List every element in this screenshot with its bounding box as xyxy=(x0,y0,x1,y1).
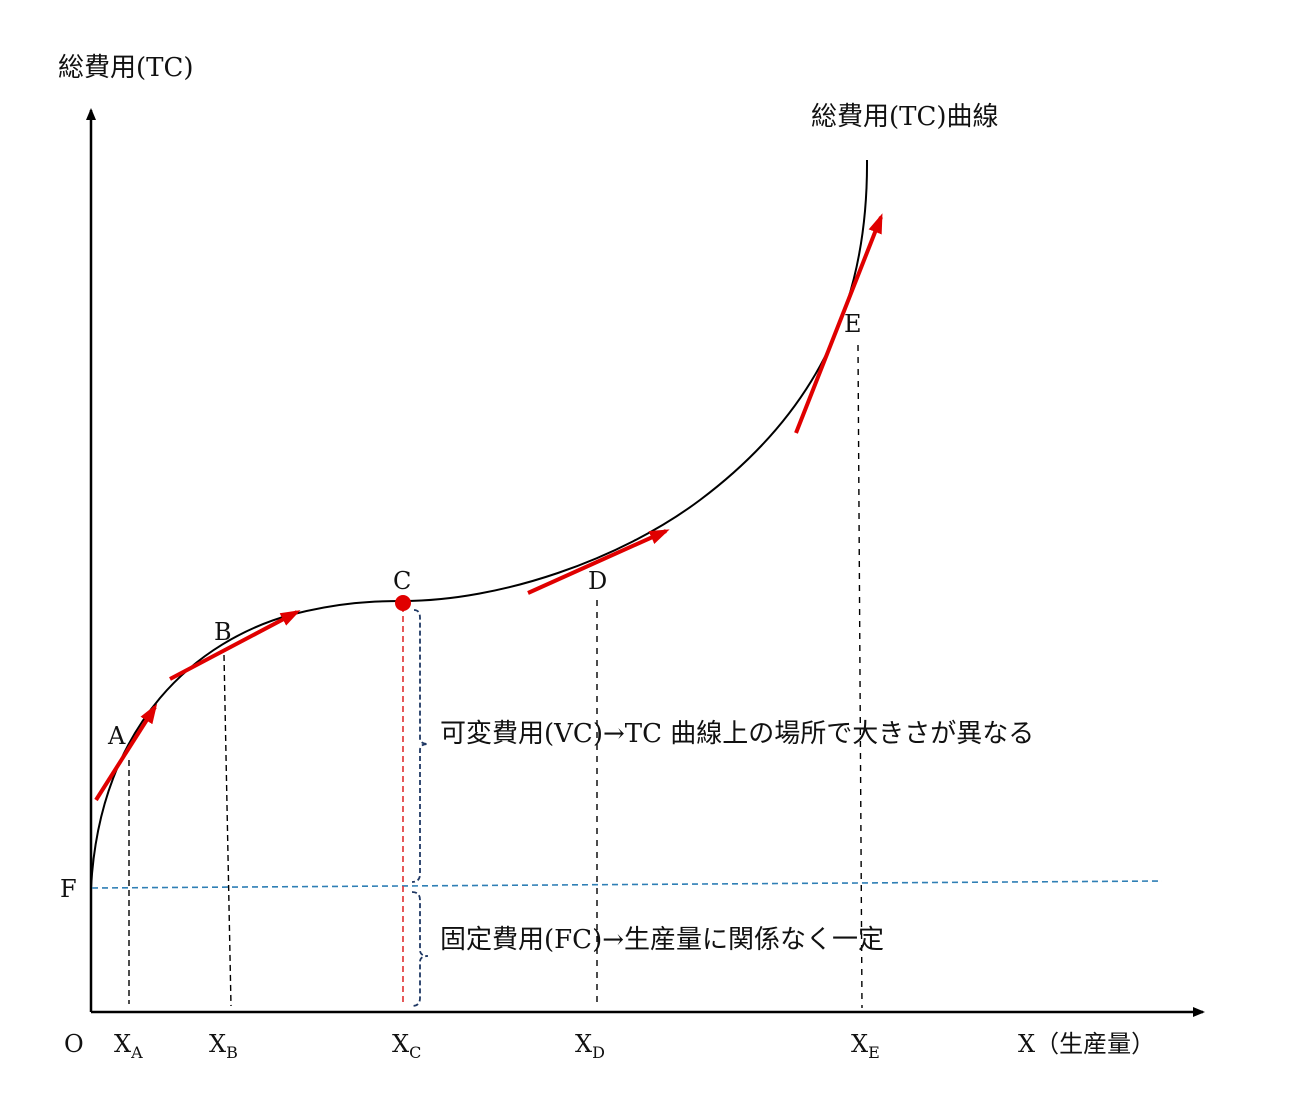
point-label-b: B xyxy=(214,618,232,646)
tangent-arrow-d xyxy=(527,529,670,595)
fixed-cost-line xyxy=(91,880,1163,889)
x-axis-label: X（生産量） xyxy=(1018,1030,1155,1058)
point-label-a: A xyxy=(107,722,126,750)
curve-label: 総費用(TC)曲線 xyxy=(811,102,999,132)
guide-line-b xyxy=(223,654,232,1007)
tangent-arrow-b xyxy=(169,610,301,681)
tick-label-xb: XB xyxy=(209,1030,238,1062)
fixed-cost-level-label: F xyxy=(60,875,77,903)
tick-label-xa: XA xyxy=(114,1030,143,1062)
origin-label: O xyxy=(64,1030,84,1058)
y-axis-label: 総費用(TC) xyxy=(58,53,194,83)
tick-label-xd: XD xyxy=(575,1030,605,1062)
fc-brace xyxy=(411,891,429,1007)
tangent-arrow-e xyxy=(794,213,883,434)
tc-curve xyxy=(90,159,869,889)
variable-cost-annotation: 可変費用(VC)→TC 曲線上の場所で大きさが異なる xyxy=(440,719,1034,749)
vc-brace xyxy=(411,609,429,883)
tick-label-xc: XC xyxy=(392,1030,421,1062)
point-label-c: C xyxy=(393,567,411,595)
point-label-d: D xyxy=(588,567,607,595)
tick-label-xe: XE xyxy=(851,1030,880,1062)
fixed-cost-annotation: 固定費用(FC)→生産量に関係なく一定 xyxy=(440,925,884,955)
guide-line-e xyxy=(857,344,863,1009)
tangent-arrow-a xyxy=(94,703,158,802)
point-c-marker xyxy=(395,595,411,611)
point-label-e: E xyxy=(844,310,862,338)
